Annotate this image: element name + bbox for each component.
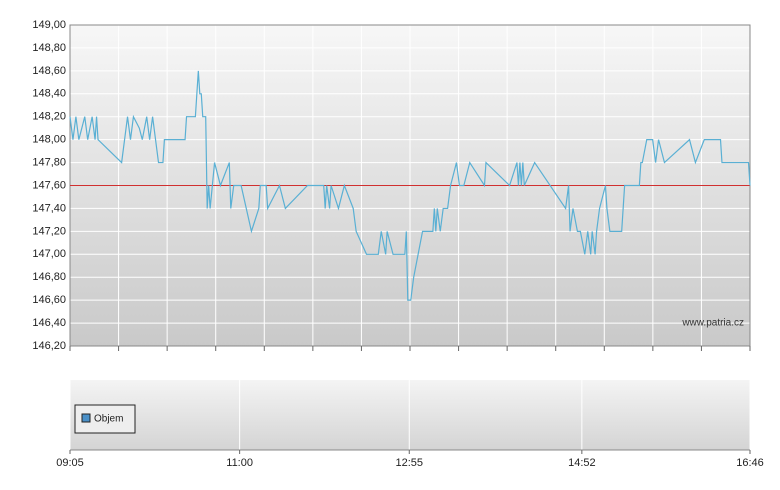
y-tick-label: 148,80 bbox=[32, 42, 66, 54]
y-tick-label: 147,80 bbox=[32, 156, 66, 168]
y-tick-label: 147,60 bbox=[32, 179, 66, 191]
y-tick-label: 149,00 bbox=[32, 19, 66, 31]
legend-swatch bbox=[81, 413, 91, 423]
x-tick-label: 09:05 bbox=[56, 457, 84, 469]
y-tick-label: 147,40 bbox=[32, 202, 66, 214]
x-tick-label: 11:00 bbox=[226, 457, 253, 469]
y-tick-label: 148,20 bbox=[32, 111, 66, 123]
y-tick-label: 148,00 bbox=[32, 134, 66, 146]
y-tick-label: 148,40 bbox=[32, 88, 66, 100]
y-tick-label: 148,60 bbox=[32, 65, 66, 77]
y-tick-label: 147,20 bbox=[32, 225, 66, 237]
y-tick-label: 146,80 bbox=[32, 271, 66, 283]
y-tick-label: 146,60 bbox=[32, 294, 66, 306]
y-tick-label: 146,40 bbox=[32, 317, 66, 329]
x-tick-label: 14:52 bbox=[568, 457, 596, 469]
y-tick-label: 147,00 bbox=[32, 248, 66, 260]
watermark: www.patria.cz bbox=[681, 318, 744, 329]
volume-panel bbox=[70, 380, 750, 450]
price-line bbox=[69, 70, 751, 301]
x-tick-label: 12:55 bbox=[395, 457, 423, 469]
x-tick-label: 16:46 bbox=[736, 457, 764, 469]
y-tick-label: 146,20 bbox=[32, 340, 66, 352]
legend-label: Objem bbox=[94, 414, 123, 425]
